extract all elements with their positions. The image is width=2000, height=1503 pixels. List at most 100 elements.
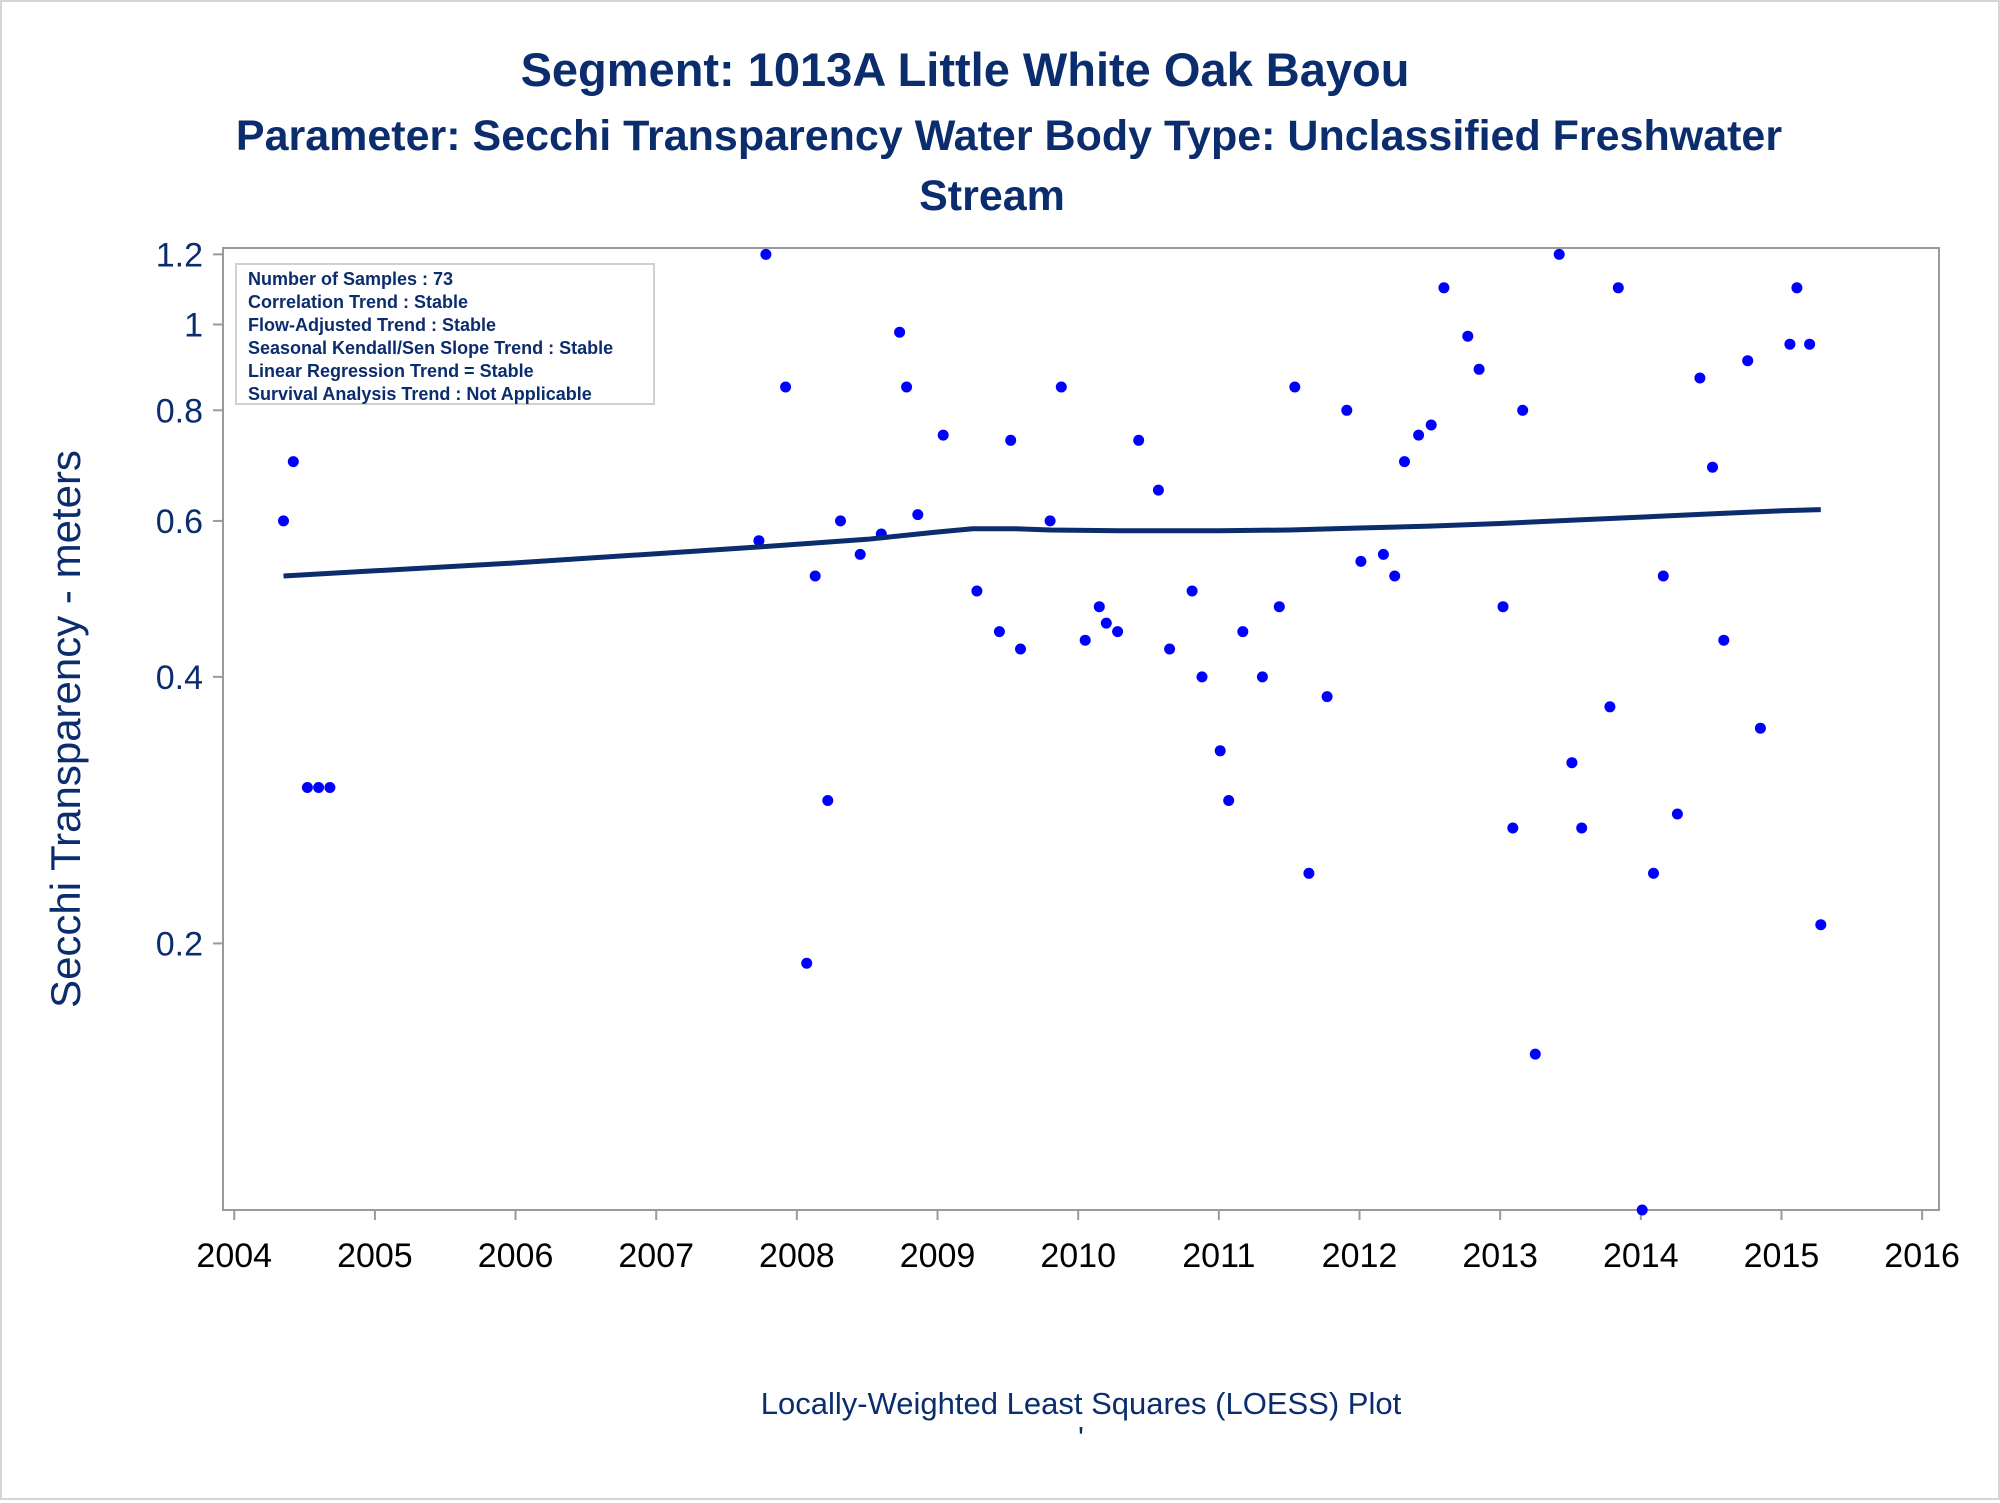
y-tick-label: 0.6 — [156, 503, 203, 541]
data-point — [894, 326, 906, 338]
y-axis: 0.2 0.4 0.6 0.8 1 1.2 — [156, 236, 223, 963]
data-point — [993, 626, 1005, 638]
x-tick-label: 2004 — [196, 1237, 272, 1275]
data-point — [1355, 555, 1367, 567]
data-point — [1462, 330, 1474, 342]
chart-subtitle-line2: Stream — [919, 172, 1065, 220]
data-point — [1529, 1048, 1541, 1060]
data-point — [1303, 867, 1315, 879]
data-point — [1473, 363, 1485, 375]
data-point — [822, 795, 834, 806]
data-point — [971, 585, 983, 597]
data-point — [1100, 617, 1112, 629]
x-tick-label: 2015 — [1744, 1237, 1820, 1275]
y-tick-label: 1.2 — [156, 236, 203, 274]
stats-line: Flow-Adjusted Trend : Stable — [248, 315, 496, 335]
data-point — [1497, 601, 1509, 613]
y-tick-label: 1 — [184, 306, 203, 344]
data-point — [801, 957, 813, 969]
data-point — [1079, 634, 1091, 646]
stats-line: Survival Analysis Trend : Not Applicable — [248, 384, 592, 404]
data-point — [1005, 434, 1017, 446]
data-point — [1389, 570, 1401, 582]
data-point — [901, 381, 913, 393]
data-point — [1256, 671, 1268, 683]
data-point — [1214, 745, 1226, 757]
data-series — [278, 248, 1827, 1216]
y-axis-label: Secchi Transparency - meters — [42, 450, 89, 1008]
x-tick-label: 2009 — [900, 1237, 976, 1275]
x-axis: 2004 2005 2006 2007 2008 2009 2010 2011 2012 2013… — [196, 1210, 1960, 1275]
data-point — [753, 535, 765, 547]
data-point — [1321, 691, 1333, 703]
x-tick-label: 2005 — [337, 1237, 413, 1275]
data-point — [1517, 404, 1529, 416]
x-tick-label: 2006 — [478, 1237, 554, 1275]
data-point — [1223, 795, 1235, 806]
data-point — [1612, 282, 1624, 294]
stats-line: Correlation Trend : Stable — [248, 292, 468, 312]
data-point — [1671, 808, 1683, 820]
stats-line: Number of Samples : 73 — [248, 269, 453, 289]
x-tick-label: 2012 — [1322, 1237, 1398, 1275]
y-tick-label: 0.2 — [156, 925, 203, 963]
data-point — [854, 548, 866, 560]
data-point — [1196, 671, 1208, 683]
chart-subtitle-line1: Parameter: Secchi Transparency Water Bod… — [236, 112, 1782, 160]
data-point — [1015, 643, 1026, 655]
data-point — [1044, 515, 1056, 527]
data-point — [1804, 338, 1816, 350]
data-point — [1377, 548, 1389, 560]
y-tick-label: 0.8 — [156, 392, 203, 430]
x-tick-label: 2010 — [1040, 1237, 1116, 1275]
data-point — [278, 515, 289, 527]
data-point — [912, 509, 924, 521]
data-point — [1754, 722, 1766, 734]
data-point — [324, 782, 336, 793]
data-point — [1694, 372, 1706, 384]
data-point — [1055, 381, 1067, 393]
data-point — [1341, 404, 1353, 416]
data-point — [301, 782, 313, 793]
data-point — [1636, 1204, 1648, 1216]
data-point — [1707, 461, 1718, 473]
data-point — [287, 456, 299, 468]
stats-box-frame — [235, 263, 655, 405]
data-point — [1604, 701, 1616, 713]
data-point — [1657, 570, 1669, 582]
data-point — [1413, 429, 1425, 441]
data-point — [1289, 381, 1301, 393]
data-point — [1093, 601, 1105, 613]
data-point — [1553, 248, 1565, 260]
data-point — [1507, 822, 1519, 834]
y-tick-label: 0.4 — [156, 659, 203, 697]
data-point — [1152, 484, 1164, 496]
data-point — [1576, 822, 1588, 834]
data-point — [1815, 919, 1827, 931]
data-point — [780, 381, 792, 393]
data-point — [1164, 643, 1176, 655]
data-point — [313, 782, 325, 793]
data-point — [1186, 585, 1198, 597]
data-point — [1399, 456, 1410, 468]
x-tick-label: 2014 — [1603, 1237, 1679, 1275]
data-point — [1112, 626, 1124, 638]
data-point — [1648, 867, 1659, 879]
x-tick-label: 2011 — [1182, 1237, 1255, 1275]
data-point — [835, 515, 846, 527]
data-point — [937, 429, 949, 441]
chart-footnote: Locally-Weighted Least Squares (LOESS) P… — [761, 1386, 1402, 1421]
loess-trend-line — [283, 507, 1821, 579]
x-tick-label: 2013 — [1462, 1237, 1538, 1275]
data-point — [1133, 434, 1145, 446]
data-point — [1425, 419, 1437, 431]
stats-box: Number of Samples : 73 Correlation Trend… — [235, 263, 655, 405]
data-point — [809, 570, 821, 582]
data-point — [760, 248, 772, 260]
data-point — [1438, 282, 1450, 294]
data-point — [1791, 282, 1803, 294]
chart-title: Segment: 1013A Little White Oak Bayou — [521, 43, 1410, 96]
stats-line: Seasonal Kendall/Sen Slope Trend : Stabl… — [248, 338, 613, 358]
